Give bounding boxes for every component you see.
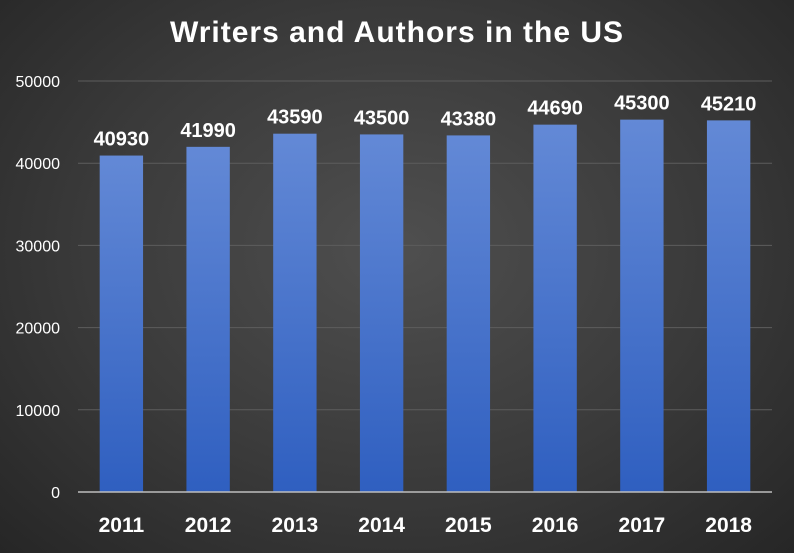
bar-2014 [359,134,404,492]
y-tick-label: 30000 [16,238,61,255]
data-label: 44690 [527,98,583,120]
y-tick-label: 0 [51,485,60,502]
x-tick-label: 2015 [445,514,492,537]
bar-2017 [620,119,664,492]
labels: 0 10000 20000 30000 40000 50000 40930 2011 41990… [16,74,757,537]
x-tick-label: 2012 [185,514,232,537]
bar-2011 [99,155,144,492]
y-tick-label: 50000 [16,74,61,91]
bar-2013 [273,133,317,493]
data-label: 43500 [354,107,410,129]
x-tick-label: 2013 [272,514,319,537]
x-tick-label: 2011 [99,514,145,537]
bar-2015 [446,135,491,493]
x-tick-label: 2014 [358,514,405,537]
y-tick-label: 10000 [16,403,61,420]
data-label: 40930 [94,129,150,151]
bars [99,119,751,493]
y-tick-label: 20000 [16,321,61,338]
data-label: 43590 [267,107,323,129]
y-tick-label: 40000 [16,156,61,173]
data-label: 41990 [180,120,236,142]
bar-2012 [186,146,230,492]
chart-title: Writers and Authors in the US [169,16,625,49]
x-tick-label: 2017 [619,514,666,537]
data-label: 45300 [614,93,670,115]
bar-2016 [533,124,577,493]
x-tick-label: 2018 [705,514,752,537]
x-tick-label: 2016 [532,514,579,537]
data-label: 43380 [441,108,497,130]
bar-2018 [706,120,751,492]
data-label: 45210 [701,93,757,115]
